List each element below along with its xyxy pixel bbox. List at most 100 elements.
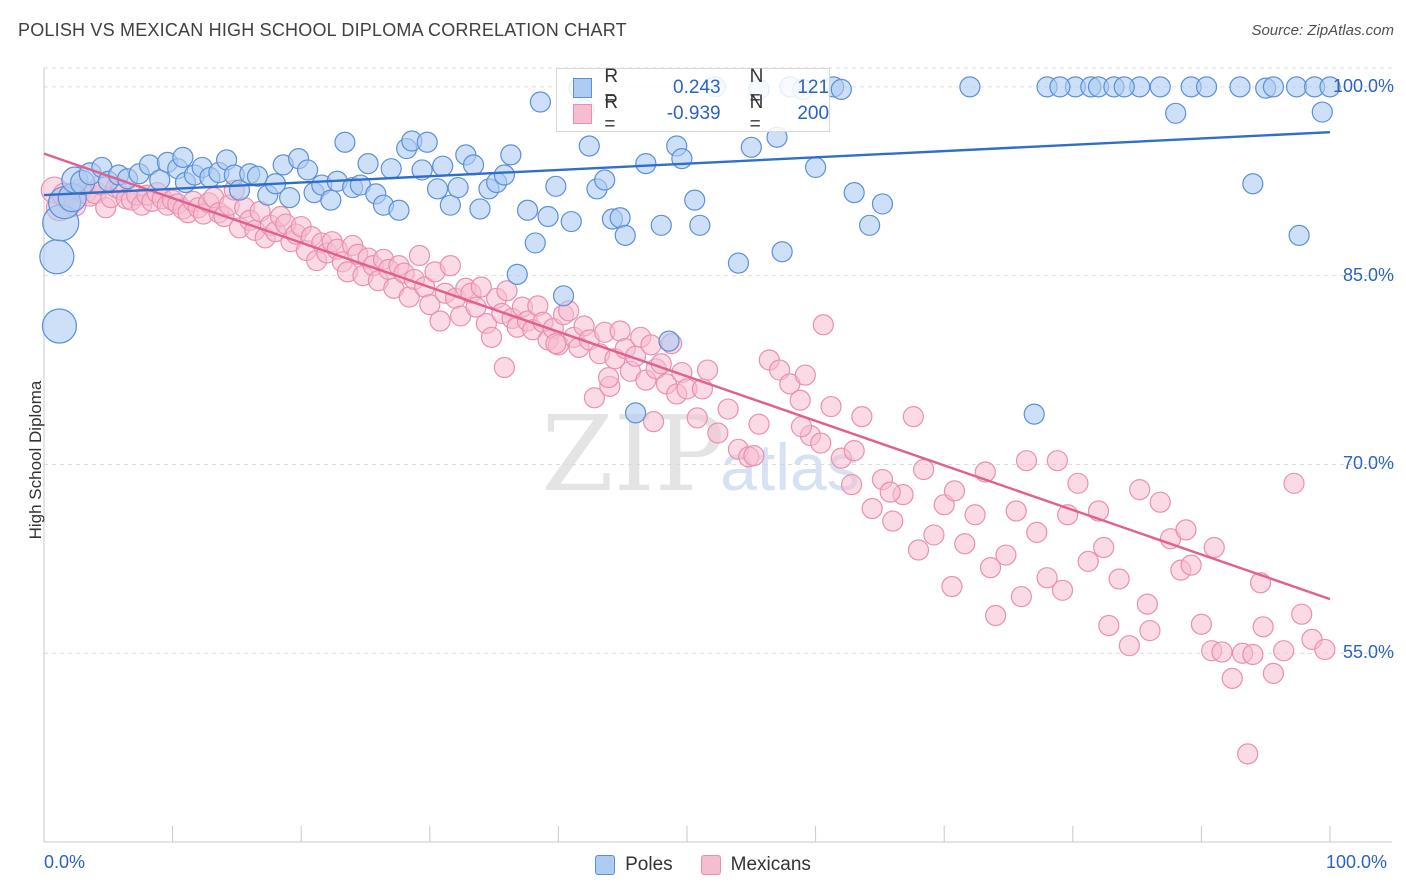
y-tick-label: 70.0%	[1342, 453, 1394, 474]
poles-point	[1165, 102, 1187, 124]
mexicans-point	[1051, 579, 1074, 601]
mexicans-points	[40, 174, 1336, 765]
mexicans-point	[985, 604, 1007, 627]
mexicans-point	[1149, 491, 1171, 513]
y-tick-label: 55.0%	[1342, 642, 1394, 663]
mexicans-point	[1314, 638, 1336, 661]
poles-point	[516, 199, 539, 221]
mexicans-point	[913, 458, 935, 481]
mexicans-point	[789, 389, 811, 411]
mexicans-point	[640, 334, 662, 356]
mexicans-point	[1283, 472, 1305, 494]
mexicans-point	[1242, 643, 1264, 666]
mexicans-point	[954, 533, 976, 555]
trend-lines	[43, 130, 1331, 601]
poles-point	[1195, 76, 1218, 98]
mexicans-point	[841, 473, 863, 496]
poles-point	[462, 154, 485, 176]
poles-point	[843, 181, 865, 204]
legend-r-label: R =	[604, 92, 619, 135]
poles-point	[416, 131, 438, 153]
mexicans-point	[717, 398, 739, 420]
poles-point	[524, 232, 546, 254]
poles-point	[771, 241, 793, 263]
poles-r-value: 0.243	[673, 77, 721, 98]
x-tick-label-max: 100.0%	[1326, 852, 1388, 872]
mexicans-point	[408, 244, 431, 267]
poles-point	[1023, 403, 1045, 425]
mexicans-point	[583, 387, 606, 409]
poles-point	[320, 189, 342, 211]
mexicans-point	[851, 406, 873, 428]
poles-point	[246, 165, 269, 187]
mexicans-point	[642, 411, 665, 433]
poles-point	[684, 189, 706, 211]
legend-n-label: N =	[749, 92, 764, 135]
poles-point	[279, 187, 301, 209]
poles-point	[859, 214, 881, 236]
poles-legend-swatch	[595, 855, 616, 875]
poles-point	[1242, 173, 1264, 195]
poles-point	[447, 176, 469, 199]
poles-point	[1288, 224, 1310, 246]
mexicans-point	[1036, 567, 1058, 589]
poles-point	[1049, 76, 1071, 98]
mexicans-point	[1136, 593, 1158, 615]
mexicans-point	[1118, 635, 1140, 657]
poles-point	[830, 78, 852, 100]
mexicans-point	[609, 320, 631, 342]
legend-row-mexicans: R = -0.939 N = 200	[573, 92, 829, 135]
mexicans-point	[1211, 641, 1233, 663]
poles-point	[689, 214, 711, 236]
poles-point	[1262, 76, 1285, 98]
legend-n-label: N =	[749, 66, 764, 109]
poles-point	[432, 155, 454, 177]
mexicans-point	[1175, 519, 1197, 541]
mexicans-point	[1026, 521, 1048, 544]
mexicans-point	[419, 294, 441, 316]
mexicans-point	[902, 406, 924, 428]
poles-point	[552, 285, 575, 307]
poles-point	[560, 210, 582, 233]
poles-swatch	[573, 78, 593, 98]
mexicans-point	[1180, 554, 1202, 576]
legend-item-poles[interactable]: Poles	[595, 854, 673, 876]
poles-point	[41, 308, 78, 344]
mexicans-point	[470, 276, 492, 298]
poles-point	[635, 153, 657, 175]
poles-point	[614, 224, 636, 246]
mexicans-point	[480, 326, 503, 348]
mexicans-point	[907, 539, 930, 561]
poles-point	[334, 131, 356, 153]
mexicans-point	[1129, 479, 1151, 501]
mexicans-point	[429, 310, 451, 332]
poles-point	[537, 205, 559, 228]
mexicans-point	[810, 432, 832, 454]
poles-point	[959, 76, 981, 98]
mexicans-point	[1237, 743, 1259, 765]
poles-point	[609, 207, 631, 229]
poles-point	[297, 159, 319, 181]
poles-point	[671, 148, 693, 170]
source-credit: Source: ZipAtlas.com	[1251, 22, 1394, 39]
poles-point	[804, 156, 827, 179]
y-tick-label: 85.0%	[1342, 264, 1394, 285]
poles-point	[380, 158, 402, 180]
poles-point	[1285, 76, 1308, 98]
mexicans-point	[943, 480, 966, 502]
legend-item-mexicans[interactable]: Mexicans	[700, 854, 811, 876]
poles-trend-line	[43, 130, 1331, 197]
mexicans-point	[1273, 640, 1295, 662]
poles-n-value: 121	[797, 77, 830, 98]
mexicans-point	[743, 445, 765, 467]
poles-point	[871, 193, 894, 215]
poles-point	[1113, 76, 1135, 98]
poles-point	[426, 178, 449, 200]
mexicans-point	[597, 367, 620, 389]
mexicans-point	[1015, 450, 1038, 472]
mexicans-point	[439, 254, 461, 277]
mexicans-point	[496, 280, 518, 302]
poles-point	[594, 169, 616, 191]
mexicans-point	[964, 504, 986, 526]
